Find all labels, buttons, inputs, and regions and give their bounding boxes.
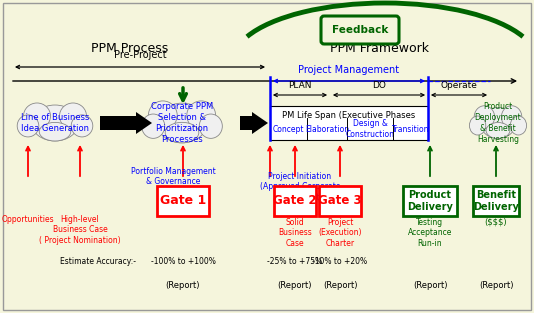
Text: Solid
Business
Case: Solid Business Case (278, 218, 312, 248)
Text: Project Initiation
(Approved Corporate
Project List): Project Initiation (Approved Corporate P… (260, 172, 340, 202)
Ellipse shape (148, 101, 177, 130)
Ellipse shape (165, 122, 199, 143)
Text: DO: DO (372, 81, 386, 90)
Ellipse shape (199, 114, 222, 138)
FancyBboxPatch shape (157, 186, 209, 216)
Text: Opportunities: Opportunities (2, 215, 54, 224)
Text: (Report): (Report) (166, 280, 200, 290)
Text: Corporate PPM
Selection &
Prioritization
Processes: Corporate PPM Selection & Prioritization… (151, 102, 213, 144)
Text: Gate 1: Gate 1 (160, 194, 206, 208)
Text: Project
(Execution)
Charter: Project (Execution) Charter (318, 218, 362, 248)
Ellipse shape (17, 115, 39, 137)
Text: (Report): (Report) (278, 280, 312, 290)
Text: Transition: Transition (392, 125, 429, 134)
Text: Gate 2: Gate 2 (273, 194, 317, 208)
FancyBboxPatch shape (473, 186, 519, 216)
Text: ($$$): ($$$) (485, 218, 507, 227)
Text: Testing
Acceptance
Run-in: Testing Acceptance Run-in (408, 218, 452, 248)
Ellipse shape (187, 101, 216, 130)
Text: PLAN: PLAN (288, 81, 312, 90)
Polygon shape (252, 112, 268, 134)
Text: Elaboration: Elaboration (305, 125, 349, 134)
Ellipse shape (157, 103, 207, 143)
Text: Project Management: Project Management (299, 65, 399, 75)
FancyBboxPatch shape (321, 16, 399, 44)
Polygon shape (136, 112, 152, 134)
Ellipse shape (511, 116, 527, 135)
Ellipse shape (480, 107, 516, 138)
Text: Product
Deployment
& Benefit
Harvesting: Product Deployment & Benefit Harvesting (475, 102, 521, 144)
Text: -10% to +20%: -10% to +20% (312, 256, 367, 265)
Ellipse shape (71, 115, 93, 137)
Ellipse shape (142, 114, 164, 138)
FancyBboxPatch shape (319, 186, 361, 216)
Text: Gate 3: Gate 3 (318, 194, 362, 208)
Text: PPM Process: PPM Process (91, 43, 169, 55)
Text: Portfolio Management
& Governance: Portfolio Management & Governance (131, 167, 215, 187)
Text: (Report): (Report) (323, 280, 357, 290)
Bar (240, 116, 252, 130)
Text: (Report): (Report) (479, 280, 513, 290)
Text: -100% to +100%: -100% to +100% (151, 256, 215, 265)
Ellipse shape (501, 106, 522, 128)
Text: Design &
Construction: Design & Construction (345, 119, 395, 139)
Text: (Report): (Report) (413, 280, 447, 290)
FancyBboxPatch shape (274, 186, 316, 216)
Text: PM Life Span (Executive Phases: PM Life Span (Executive Phases (282, 111, 415, 120)
Text: -25% to +75%: -25% to +75% (268, 256, 323, 265)
Text: PPM Framework: PPM Framework (331, 43, 429, 55)
Text: Benefit
Delivery: Benefit Delivery (473, 190, 519, 212)
Ellipse shape (474, 106, 494, 128)
Text: Operate: Operate (441, 81, 477, 90)
Text: Product
Delivery: Product Delivery (407, 190, 453, 212)
Text: Feedback: Feedback (332, 25, 388, 35)
Ellipse shape (59, 103, 87, 129)
Ellipse shape (32, 105, 78, 141)
Ellipse shape (40, 122, 70, 141)
Ellipse shape (469, 116, 486, 135)
Bar (100, 116, 136, 130)
Text: High-level
Business Case
( Project Nomination): High-level Business Case ( Project Nomin… (39, 215, 121, 245)
FancyBboxPatch shape (270, 106, 428, 140)
FancyBboxPatch shape (403, 186, 457, 216)
Ellipse shape (486, 122, 510, 138)
Ellipse shape (23, 103, 51, 129)
Text: Pre-Project: Pre-Project (114, 50, 166, 60)
FancyBboxPatch shape (3, 3, 531, 310)
Text: Line of Business
Idea Generation: Line of Business Idea Generation (21, 113, 89, 133)
Text: Concept: Concept (273, 125, 304, 134)
Text: Estimate Accuracy:-: Estimate Accuracy:- (60, 256, 136, 265)
